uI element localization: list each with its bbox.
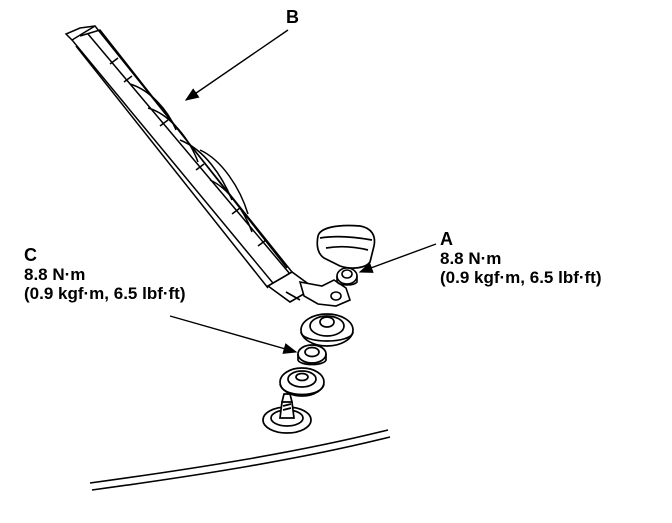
callout-a-torque-nm: 8.8 N·m — [440, 249, 502, 268]
pivot-cap-icon — [316, 224, 376, 269]
callout-c-torque-nm: 8.8 N·m — [24, 265, 86, 284]
callout-b-letter: B — [286, 7, 299, 27]
seal-icon — [279, 367, 325, 397]
callout-b: B — [286, 8, 299, 27]
leader-line-b — [184, 29, 289, 101]
callout-a-letter: A — [440, 229, 453, 249]
leader-lines — [169, 29, 437, 354]
pivot-shaft-icon — [262, 393, 312, 434]
leader-line-c — [169, 315, 298, 354]
rubber-grommet-icon — [300, 313, 354, 347]
callout-c: C 8.8 N·m (0.9 kgf·m, 6.5 lbf·ft) — [24, 245, 186, 304]
callout-a-torque-alt: (0.9 kgf·m, 6.5 lbf·ft) — [440, 268, 602, 287]
washer-icon — [297, 344, 327, 366]
flange-nut-icon — [336, 267, 358, 286]
callout-c-letter: C — [24, 245, 37, 265]
leader-line-a — [358, 243, 437, 273]
callout-c-torque-alt: (0.9 kgf·m, 6.5 lbf·ft) — [24, 284, 186, 303]
tailgate-panel-icon — [89, 429, 391, 491]
wiper-arm-icon — [266, 271, 351, 307]
wiper-blade-icon — [64, 25, 302, 295]
callout-a: A 8.8 N·m (0.9 kgf·m, 6.5 lbf·ft) — [440, 229, 602, 288]
